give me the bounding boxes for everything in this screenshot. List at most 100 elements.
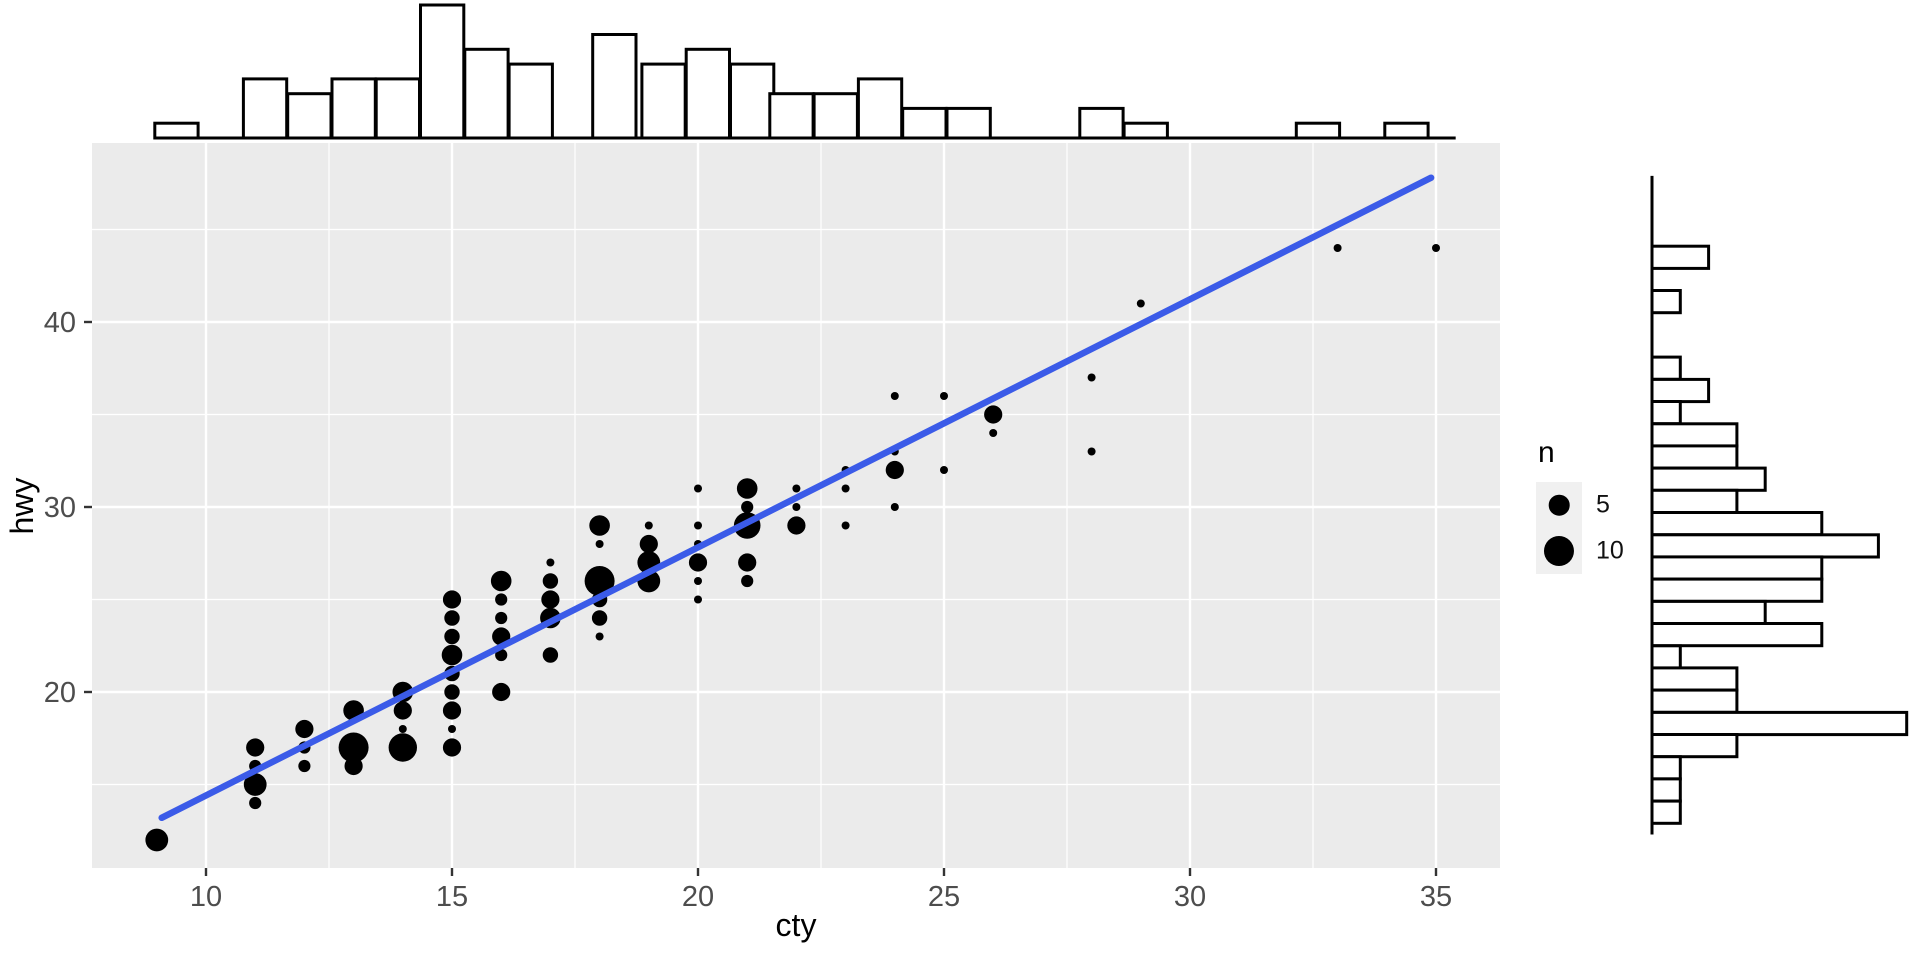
x-tick-label: 10 <box>190 881 222 913</box>
histogram-bar <box>812 92 859 140</box>
scatter-point <box>741 500 754 514</box>
scatter-point <box>541 590 560 609</box>
histogram-bar <box>1650 799 1682 825</box>
scatter-point <box>441 644 463 666</box>
scatter-point <box>940 392 948 400</box>
scatter-point <box>644 521 653 530</box>
legend-entry-10: 10 <box>1536 528 1666 574</box>
histogram-bar <box>1650 244 1711 270</box>
scatter-point <box>495 611 508 625</box>
scatter-point <box>1432 244 1440 252</box>
histogram-bar <box>729 62 776 140</box>
scatter-point <box>841 521 850 530</box>
size-legend: n 5 10 <box>1536 438 1666 574</box>
histogram-bar <box>1650 599 1767 626</box>
legend-label: 10 <box>1596 536 1624 565</box>
scatter-point <box>694 484 702 493</box>
histogram-bar <box>945 106 992 140</box>
scatter-point <box>546 558 555 567</box>
scatter-point <box>1087 447 1096 456</box>
x-tick-label: 25 <box>928 881 960 913</box>
x-tick-label: 30 <box>1174 881 1206 913</box>
histogram-bar <box>1650 577 1824 603</box>
scatter-point <box>246 738 265 757</box>
smooth-line <box>158 174 1435 822</box>
legend-key-box <box>1536 482 1582 528</box>
y-axis-ticks: 20 30 40 <box>44 307 92 709</box>
scatter-point <box>444 628 460 645</box>
scatter-point <box>338 732 369 763</box>
histogram-bar <box>856 77 904 140</box>
scatter-point <box>984 405 1003 424</box>
histogram-bar <box>591 33 638 140</box>
scatter-point <box>589 515 610 536</box>
scatter-point <box>344 756 363 776</box>
scatter-point <box>741 574 754 588</box>
scatter-point <box>792 503 801 511</box>
scatter-point <box>495 648 508 662</box>
histogram-bar <box>1294 121 1342 140</box>
histogram-bar <box>1650 466 1767 492</box>
scatter-point <box>298 759 311 773</box>
legend-key-box <box>1536 528 1582 574</box>
histogram-bar <box>1078 106 1125 140</box>
legend-title: n <box>1538 436 1555 469</box>
minor-gridlines <box>92 143 1500 868</box>
scatter-point <box>442 701 462 720</box>
scatter-point <box>989 429 998 437</box>
histogram-bar <box>1650 666 1739 692</box>
histogram-bar <box>1650 355 1682 381</box>
x-axis-title: cty <box>775 907 817 943</box>
scatter-point <box>542 573 559 589</box>
scatter-point <box>1087 373 1096 382</box>
histogram-bar <box>1650 710 1909 737</box>
scatter-point <box>584 566 615 596</box>
scatter-point <box>243 773 267 796</box>
scatter-point <box>444 610 460 626</box>
x-tick-label: 35 <box>1420 881 1452 913</box>
y-axis-title: hwy <box>4 477 40 534</box>
legend-point-icon <box>1543 535 1575 567</box>
scatter-point <box>940 466 948 474</box>
histogram-bar <box>1650 400 1682 426</box>
histogram-bar <box>1650 289 1682 315</box>
y-tick-label: 20 <box>44 677 76 709</box>
scatter-point <box>885 460 904 480</box>
x-tick-label: 15 <box>436 881 468 913</box>
scatter-point <box>841 484 850 493</box>
scatter-point <box>787 516 806 535</box>
y-tick-label: 40 <box>44 307 76 339</box>
scatter-point <box>736 478 758 499</box>
histogram-bar <box>1650 555 1824 581</box>
scatter-point <box>591 610 608 626</box>
histogram-bar <box>1650 533 1880 559</box>
scatter-point <box>694 521 702 530</box>
histogram-bar <box>419 3 466 140</box>
histogram-bar <box>684 47 732 140</box>
legend-point-icon <box>1548 494 1570 516</box>
histogram-bar <box>640 62 687 140</box>
histogram-bar <box>1122 121 1169 140</box>
histogram-bar <box>1650 777 1682 803</box>
x-axis-ticks: 10 15 20 25 30 35 <box>190 868 1452 913</box>
scatter-point <box>444 684 460 700</box>
top-marginal-histogram <box>153 3 1456 140</box>
scatter-point <box>442 590 462 609</box>
scatter-point <box>492 682 511 702</box>
scatter-point <box>688 553 708 572</box>
histogram-bar <box>330 77 377 140</box>
histogram-bar <box>1650 644 1682 670</box>
scatter-point <box>542 647 559 663</box>
scatter-point <box>595 540 604 548</box>
scatter-point <box>890 392 899 400</box>
scatter-point <box>249 796 262 810</box>
scatter-point <box>393 701 412 720</box>
histogram-bar <box>1650 688 1739 714</box>
scatter-point <box>448 725 456 733</box>
histogram-bar <box>286 92 333 140</box>
scatter-point <box>639 534 658 554</box>
legend-entry-5: 5 <box>1536 482 1666 528</box>
histogram-bar <box>1650 377 1711 404</box>
